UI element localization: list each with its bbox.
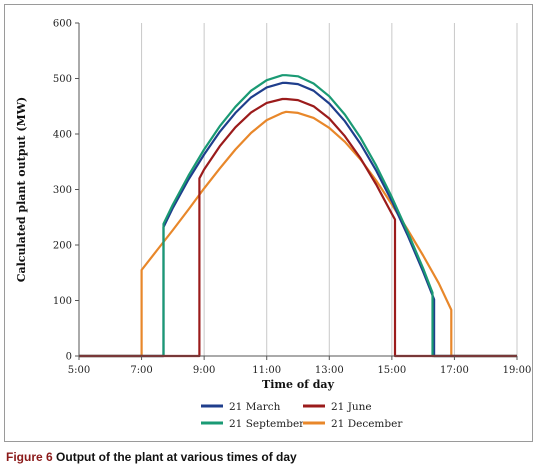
series-line-21-june	[79, 97, 517, 358]
legend-label: 21 September	[229, 418, 305, 430]
series-lines	[79, 74, 517, 358]
y-tick-label: 600	[53, 19, 72, 30]
y-tick-label: 100	[53, 296, 72, 307]
y-tick-label: 0	[66, 352, 72, 363]
x-tick-label: 5:00	[68, 365, 90, 376]
x-tick-label: 13:00	[315, 365, 344, 376]
y-tick-label: 300	[53, 185, 72, 196]
output-line-chart: 0 100 200 300 400 500 600 5:00 7:00 9:00 11:00 13:0…	[15, 19, 532, 431]
x-tick-label: 17:00	[440, 365, 469, 376]
x-tick-label: 7:00	[130, 365, 152, 376]
series-line-21-march	[79, 81, 517, 358]
figure-number: Figure 6	[6, 450, 53, 464]
figure-caption-text: Output of the plant at various times of …	[56, 450, 297, 464]
figure-frame: 0 100 200 300 400 500 600 5:00 7:00 9:00 11:00 13:0…	[4, 4, 533, 442]
legend-label: 21 March	[229, 401, 281, 413]
x-tick-label: 9:00	[193, 365, 215, 376]
legend: 21 March 21 June 21 September 21 December	[201, 401, 403, 430]
legend-label: 21 June	[331, 401, 372, 413]
series-line-21-december	[79, 110, 517, 358]
y-tick-label: 400	[53, 130, 72, 141]
x-tick-label: 19:00	[503, 365, 532, 376]
figure-caption: Figure 6 Output of the plant at various …	[6, 450, 297, 464]
tick-labels: 0 100 200 300 400 500 600 5:00 7:00 9:00 11:00 13:0…	[53, 19, 532, 377]
x-axis-title: Time of day	[262, 378, 335, 391]
x-tick-label: 11:00	[252, 365, 281, 376]
x-tick-label: 15:00	[377, 365, 406, 376]
y-tick-label: 200	[53, 241, 72, 252]
y-tick-label: 500	[53, 74, 72, 85]
legend-label: 21 December	[331, 418, 403, 430]
series-line-21-september	[79, 74, 517, 358]
vertical-gridlines	[141, 23, 518, 356]
y-axis-title: Calculated plant output (MW)	[15, 97, 28, 283]
axes	[78, 23, 517, 357]
